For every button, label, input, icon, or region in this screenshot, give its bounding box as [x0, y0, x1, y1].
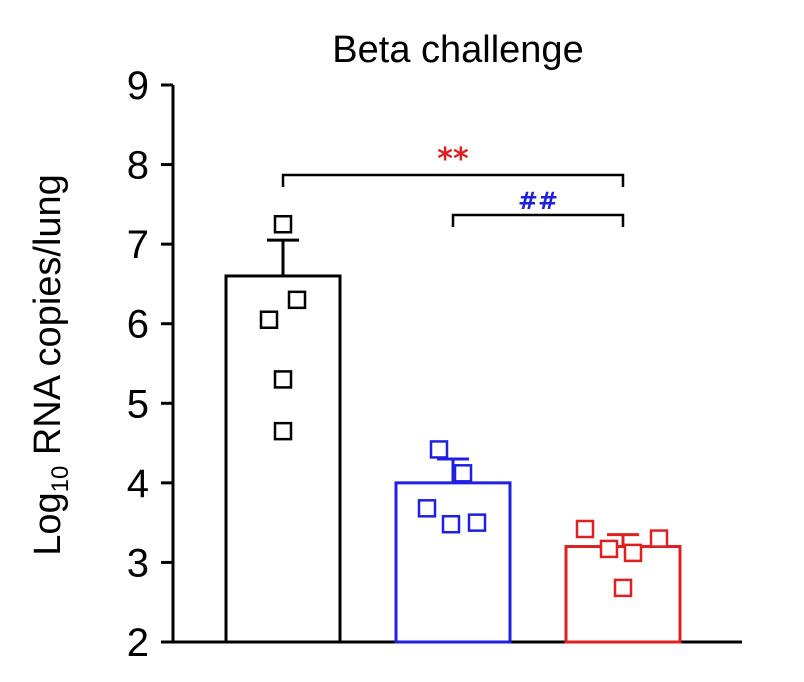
- data-point: [287, 290, 307, 310]
- data-point: [453, 464, 473, 483]
- data-point: [649, 529, 669, 548]
- data-point: [613, 578, 633, 598]
- y-axis-label: Log10 RNA copies/lung: [27, 174, 74, 556]
- data-point: [429, 440, 449, 459]
- significance-bracket: [451, 213, 625, 227]
- bar: [394, 481, 512, 644]
- y-tick-label: 9: [127, 64, 149, 108]
- y-tick-label: 2: [127, 621, 149, 665]
- data-point: [273, 215, 293, 234]
- y-tick-label: 3: [127, 541, 149, 585]
- y-axis-label-rest: RNA copies/lung: [27, 174, 69, 466]
- data-point: [273, 370, 293, 389]
- significance-label: **: [437, 142, 469, 177]
- data-point: [259, 310, 279, 329]
- y-axis-label-main: Log: [27, 492, 69, 555]
- bars-group: [224, 238, 682, 644]
- data-point: [441, 514, 461, 534]
- significance-group: ** ##: [281, 142, 625, 227]
- significance-bracket: [281, 173, 625, 187]
- data-point: [575, 519, 595, 539]
- data-point: [467, 513, 487, 532]
- data-point: [417, 499, 437, 518]
- axes-group: 2 3 4 5 6 7 8 9: [127, 64, 742, 665]
- significance-label: ##: [518, 187, 558, 215]
- bar: [224, 274, 342, 644]
- y-axis-label-subscript: 10: [47, 466, 74, 493]
- y-tick-label: 5: [127, 382, 149, 426]
- y-tick-label: 4: [127, 462, 149, 506]
- points-group: [259, 215, 669, 598]
- data-point: [599, 539, 619, 559]
- y-tick-label: 8: [127, 144, 149, 188]
- data-point: [623, 543, 643, 563]
- y-tick-label: 7: [127, 223, 149, 267]
- chart-title: Beta challenge: [332, 29, 583, 71]
- y-tick-label: 6: [127, 303, 149, 347]
- data-point: [273, 421, 293, 441]
